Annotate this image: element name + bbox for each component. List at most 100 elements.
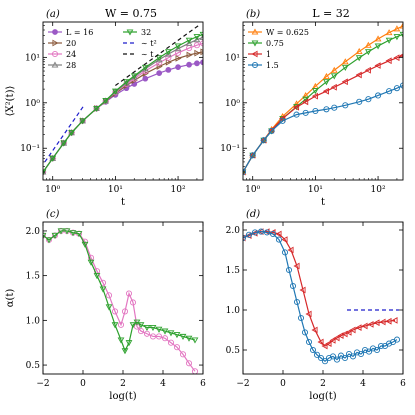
data-point [185,335,193,342]
data-point [311,326,318,334]
x-axis-label: t [321,197,325,208]
data-point [93,273,101,280]
series-a-4 [43,31,203,176]
legend-marker [51,61,59,68]
x-tick-label: 4 [360,379,366,389]
data-point [341,354,349,362]
data-point [330,73,338,80]
data-point [355,71,362,79]
data-point [164,49,172,56]
data-point [191,337,199,344]
data-point [45,237,53,244]
data-point [297,314,305,322]
data-point [305,310,312,318]
data-point [175,49,182,56]
data-point [49,155,57,162]
x-tick-label: 6 [400,379,406,389]
y-tick-label: 10¹ [225,53,240,63]
data-point [330,83,337,91]
data-point [333,334,340,342]
series-line [243,231,396,347]
data-point [312,88,319,95]
data-point [155,55,163,62]
y-tick-label: 1.0 [26,316,41,326]
panel-a: 10⁰ 10¹ 10² 10⁻¹ 10⁰ 10¹ t ⟨X²(t)⟩ (a) W = 0.75 L … [5,7,204,208]
series-line [43,230,196,372]
data-point [361,346,369,354]
series-line [115,24,200,87]
data-point [81,241,89,248]
data-point [105,292,113,299]
y-tick-label: 1.0 [226,306,241,316]
data-point [142,70,149,77]
x-tick-label: 10¹ [308,185,323,195]
data-point [349,326,356,334]
data-point [179,333,187,340]
data-point [173,344,181,351]
legend-entry: 1 [266,50,271,59]
data-point [301,329,309,336]
data-point [323,72,330,79]
y-tick-label: 10⁰ [225,99,240,109]
data-point [175,55,182,62]
data-point [245,231,253,238]
x-tick-label: −2 [36,379,49,389]
data-point [60,140,68,147]
data-point [309,346,317,354]
data-point [369,345,377,352]
data-point [323,106,330,113]
data-point [263,229,271,236]
data-point [149,324,157,332]
data-point [68,130,75,137]
data-point [174,43,182,50]
plot-frame [242,21,404,181]
data-point [325,354,333,362]
data-point [333,356,341,363]
data-point [312,107,319,115]
panel-label: (a) [46,9,60,20]
x-tick-label: 0 [280,379,286,389]
y-tick-label: 2.0 [26,227,41,237]
data-point [193,36,201,43]
data-point [329,337,336,344]
y-tick-label: 2.0 [226,226,241,236]
data-point [393,25,401,32]
data-point [243,168,247,176]
data-point [185,37,193,44]
data-point [121,308,129,315]
data-point [364,66,371,74]
data-point [322,87,329,95]
chart-title: L = 32 [312,7,350,20]
data-point [161,328,169,335]
data-point [355,55,363,62]
data-point [317,338,324,346]
series-line [243,54,403,173]
data-point [293,298,301,306]
panel-c: −2 0 2 4 6 0.5 1.0 1.5 2.0 log(t) α(t) (c) [5,209,206,402]
legend-entry: L = 16 [66,28,93,37]
data-point [281,236,288,243]
data-point [99,286,107,293]
data-point [156,70,163,77]
data-point [302,109,309,116]
data-point [142,75,149,82]
data-point [243,168,246,176]
data-point [141,64,149,71]
legend-marker [251,50,258,58]
plot-frame [42,221,204,375]
data-point [321,358,329,365]
x-tick-label: 10² [371,185,386,195]
data-point [374,35,382,42]
y-tick-label: 1.5 [226,266,241,276]
data-point [155,333,163,340]
legend-entry: 20 [66,39,76,48]
x-tick-label: 10⁰ [45,185,60,195]
data-point [193,42,200,49]
data-point [268,127,275,135]
data-point [292,103,300,111]
data-point [299,286,306,294]
data-point [129,299,137,306]
series-line [44,104,85,163]
data-point [364,41,372,48]
data-point [305,338,313,346]
